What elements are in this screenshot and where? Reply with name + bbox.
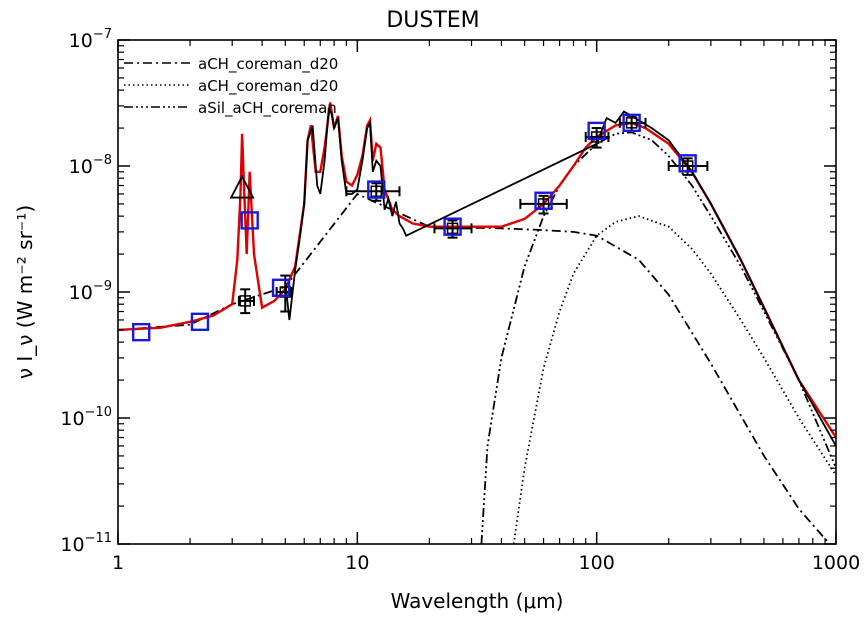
legend-label: aCH_coreman_d20 — [198, 77, 338, 96]
model-point — [240, 211, 259, 230]
model-point — [622, 113, 641, 133]
legend: aCH_coreman_d20 aCH_coreman_d20 aSil_aCH_c… — [124, 55, 338, 118]
legend-label: aSil_aCH_coreman — [198, 99, 337, 118]
observation-point — [345, 182, 401, 202]
triangle-marker — [229, 174, 255, 199]
series-layer — [118, 102, 836, 544]
observation-point — [519, 194, 568, 215]
x-tick-label: 1 — [112, 552, 124, 574]
series-line-4 — [118, 102, 836, 439]
x-tick-label: 10 — [345, 552, 369, 574]
series-line-3 — [480, 131, 836, 544]
y-tick-label: 10−7 — [69, 27, 112, 52]
model-point — [678, 154, 697, 173]
model-point — [131, 322, 151, 342]
y-axis: 10−11 10−10 10−9 10−8 10−7 — [60, 27, 836, 556]
chart-title: DUSTEM — [386, 8, 479, 33]
series-line-5 — [284, 107, 836, 447]
marker-layer — [131, 113, 709, 342]
y-tick-label: 10−10 — [60, 405, 112, 430]
y-axis-label: ν I_ν (W m⁻² sr⁻¹) — [13, 205, 37, 379]
legend-label: aCH_coreman_d20 — [198, 55, 338, 74]
x-tick-label: 100 — [579, 552, 615, 574]
x-axis-label: Wavelength (μm) — [391, 589, 564, 613]
model-point — [367, 180, 386, 199]
model-point — [587, 121, 606, 141]
y-tick-label: 10−11 — [60, 531, 112, 556]
model-point — [443, 217, 462, 236]
x-axis: 1 10 100 1000 — [112, 40, 860, 574]
y-tick-label: 10−8 — [69, 153, 112, 178]
model-point — [190, 312, 210, 332]
model-point — [271, 278, 291, 297]
series-line-1 — [118, 192, 832, 544]
model-point — [534, 191, 553, 210]
y-tick-label: 10−9 — [69, 279, 112, 304]
series-line-2 — [512, 215, 836, 544]
x-tick-label: 1000 — [812, 552, 860, 574]
observation-point — [237, 288, 255, 315]
